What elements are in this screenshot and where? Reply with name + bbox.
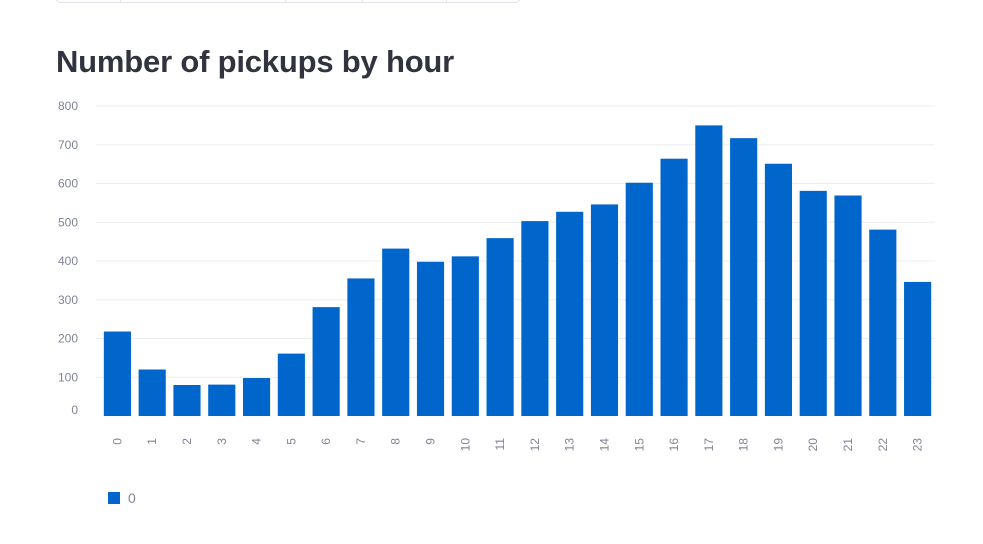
- x-tick-label: 8: [389, 438, 403, 445]
- bar-5[interactable]: [277, 353, 305, 416]
- bar-14[interactable]: [590, 204, 619, 416]
- bar-4[interactable]: [242, 378, 271, 416]
- bar-8[interactable]: [382, 248, 410, 416]
- toolbar-cell: [56, 0, 122, 2]
- x-tick-label: 3: [215, 438, 229, 445]
- chart-title: Number of pickups by hour: [56, 44, 455, 79]
- y-tick-label: 700: [58, 138, 78, 152]
- bar-6[interactable]: [312, 307, 340, 416]
- y-tick-label: 600: [58, 177, 78, 191]
- bar-19[interactable]: [764, 163, 793, 416]
- y-tick-label: 0: [71, 403, 78, 417]
- bar-13[interactable]: [556, 211, 584, 416]
- x-tick-label: 5: [284, 438, 298, 445]
- x-tick-label: 21: [841, 438, 855, 452]
- bar-12[interactable]: [521, 221, 549, 416]
- x-tick-label: 12: [528, 438, 542, 452]
- x-tick-label: 20: [806, 438, 820, 452]
- grid-lines: [96, 105, 935, 378]
- x-tick-label: 4: [250, 438, 264, 445]
- y-axis-ticks: 0 100 200 300 400 500 600 700 800: [58, 99, 78, 417]
- bar-10[interactable]: [451, 256, 479, 416]
- y-tick-label: 300: [58, 293, 78, 307]
- toolbar-cell: [363, 0, 447, 2]
- x-tick-label: 13: [563, 438, 577, 452]
- x-tick-label: 16: [667, 438, 681, 452]
- x-tick-label: 15: [632, 438, 646, 452]
- bar-15[interactable]: [625, 182, 653, 416]
- y-tick-label: 200: [58, 332, 78, 346]
- chart-legend: 0: [108, 490, 136, 506]
- toolbar-cell: [121, 0, 287, 2]
- x-tick-label: 10: [458, 438, 472, 452]
- x-tick-label: 18: [737, 438, 751, 452]
- bar-18[interactable]: [730, 138, 758, 416]
- y-tick-label: 100: [58, 370, 78, 384]
- bar-2[interactable]: [173, 385, 201, 416]
- bar-3[interactable]: [208, 384, 236, 416]
- x-tick-label: 11: [493, 438, 507, 451]
- legend-label: 0: [128, 490, 136, 506]
- x-tick-label: 14: [597, 438, 611, 452]
- bar-22[interactable]: [869, 229, 897, 416]
- x-tick-label: 7: [354, 438, 368, 445]
- bar-21[interactable]: [834, 195, 862, 416]
- x-tick-label: 1: [145, 438, 159, 445]
- x-tick-label: 23: [911, 438, 925, 452]
- x-tick-label: 19: [771, 438, 785, 452]
- bar-0[interactable]: [103, 331, 131, 416]
- x-tick-label: 2: [180, 438, 194, 445]
- x-tick-label: 22: [876, 438, 890, 452]
- bar-11[interactable]: [486, 238, 514, 416]
- legend-swatch: [108, 492, 120, 504]
- toolbar-cell: [286, 0, 364, 2]
- y-tick-label: 400: [58, 254, 78, 268]
- y-tick-label: 500: [58, 215, 78, 229]
- x-tick-label: 9: [424, 438, 438, 445]
- bar-17[interactable]: [695, 125, 723, 416]
- bar-20[interactable]: [799, 190, 827, 416]
- bar-1[interactable]: [138, 369, 166, 417]
- x-tick-label: 0: [110, 438, 124, 445]
- bar-7[interactable]: [347, 278, 375, 416]
- x-tick-label: 17: [702, 438, 716, 452]
- bars: [103, 125, 932, 417]
- bar-16[interactable]: [660, 158, 688, 416]
- bar-23[interactable]: [904, 281, 932, 416]
- x-axis-ticks: 0 1 2 3 4 5 6 7 8 9 10 11 12 13 14 15 16 17 18 19 20 21 22 23: [110, 438, 924, 452]
- x-tick-label: 6: [319, 438, 333, 445]
- y-tick-label: 800: [58, 99, 78, 113]
- bar-9[interactable]: [416, 261, 445, 416]
